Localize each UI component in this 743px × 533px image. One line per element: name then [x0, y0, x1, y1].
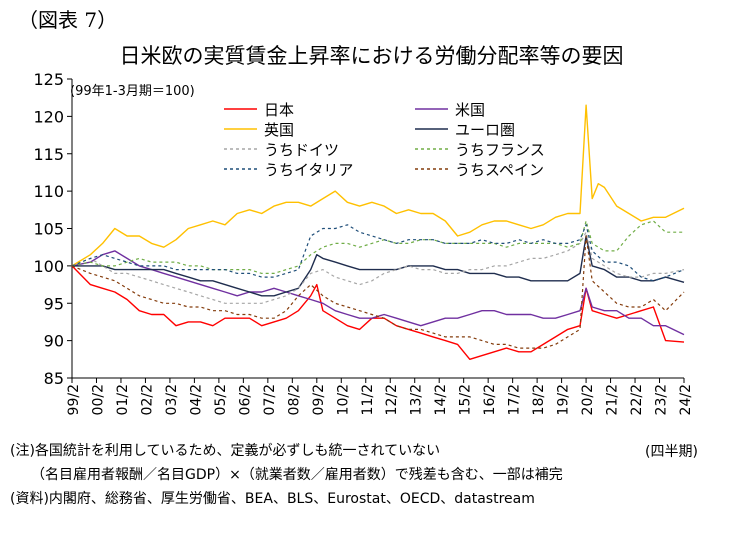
- x-tick-label: 10/2: [335, 384, 351, 415]
- y-tick-label: 85: [44, 369, 64, 388]
- x-tick-label: 99/2: [66, 384, 82, 415]
- x-tick-label: 04/2: [188, 384, 204, 415]
- series-line-5: [71, 220, 684, 274]
- legend-label-4: うちドイツ: [264, 141, 339, 159]
- series-line-6: [71, 224, 685, 282]
- x-tick-label: 06/2: [237, 384, 253, 415]
- x-tick-label: 21/2: [605, 384, 621, 415]
- x-tick-label: 15/2: [458, 384, 474, 415]
- legend-label-7: うちスペイン: [455, 161, 544, 179]
- legend-label-6: うちイタリア: [264, 161, 353, 179]
- series-line-3: [72, 235, 685, 297]
- x-tick-label: 02/2: [139, 384, 155, 415]
- x-tick-label: 22/2: [629, 384, 645, 415]
- x-tick-label: 01/2: [115, 384, 131, 415]
- x-unit-label: (四半期): [645, 444, 698, 460]
- series-line-7: [71, 235, 685, 349]
- legend-label-5: うちフランス: [455, 141, 545, 159]
- x-tick-label: 17/2: [507, 384, 523, 415]
- x-tick-label: 08/2: [286, 384, 302, 415]
- x-tick-label: 20/2: [580, 384, 596, 415]
- x-tick-label: 12/2: [384, 384, 400, 415]
- series-line-1: [71, 250, 685, 336]
- x-tick-label: 23/2: [654, 384, 670, 415]
- y-tick-label: 105: [33, 220, 64, 239]
- y-tick-label: 100: [33, 257, 64, 276]
- x-tick-label: 18/2: [531, 384, 547, 415]
- x-tick-label: 13/2: [409, 384, 425, 415]
- x-tick-label: 09/2: [311, 384, 327, 415]
- legend-label-3: ユーロ圏: [455, 121, 515, 139]
- note-line-3: (資料)内閣府、総務省、厚生労働省、BEA、BLS、Eurostat、OECD、…: [10, 491, 535, 507]
- base-period-note: (99年1-3月期＝100): [70, 84, 195, 99]
- y-tick-label: 110: [33, 182, 64, 201]
- legend-label-1: 米国: [455, 101, 485, 119]
- y-tick-label: 95: [44, 294, 64, 313]
- x-tick-label: 14/2: [433, 384, 449, 415]
- chart-title: 日米欧の実質賃金上昇率における労働分配率等の要因: [119, 44, 624, 68]
- x-tick-label: 05/2: [213, 384, 229, 415]
- note-line-2: （名目雇用者報酬／名目GDP）×（就業者数／雇用者数）で残差も含む、一部は補完: [10, 467, 563, 483]
- y-tick-label: 120: [33, 107, 64, 126]
- x-tick-label: 07/2: [262, 384, 278, 415]
- x-tick-label: 00/2: [90, 384, 106, 415]
- series-line-4: [71, 231, 685, 304]
- x-tick-label: 19/2: [556, 384, 572, 415]
- y-tick-label: 115: [33, 145, 64, 164]
- x-tick-label: 11/2: [360, 384, 376, 415]
- series-line-2: [71, 104, 685, 267]
- note-line-1: (注)各国統計を利用しているため、定義が必ずしも統一されていない: [10, 443, 441, 459]
- series-line-0: [71, 265, 685, 360]
- x-tick-label: 16/2: [482, 384, 498, 415]
- x-tick-label: 03/2: [164, 384, 180, 415]
- y-tick-label: 90: [44, 332, 64, 351]
- x-tick-label: 24/2: [678, 384, 694, 415]
- legend-label-0: 日本: [264, 101, 294, 119]
- y-tick-label: 125: [33, 70, 64, 89]
- legend-label-2: 英国: [264, 121, 294, 139]
- figure-label: （図表 7）: [18, 8, 118, 32]
